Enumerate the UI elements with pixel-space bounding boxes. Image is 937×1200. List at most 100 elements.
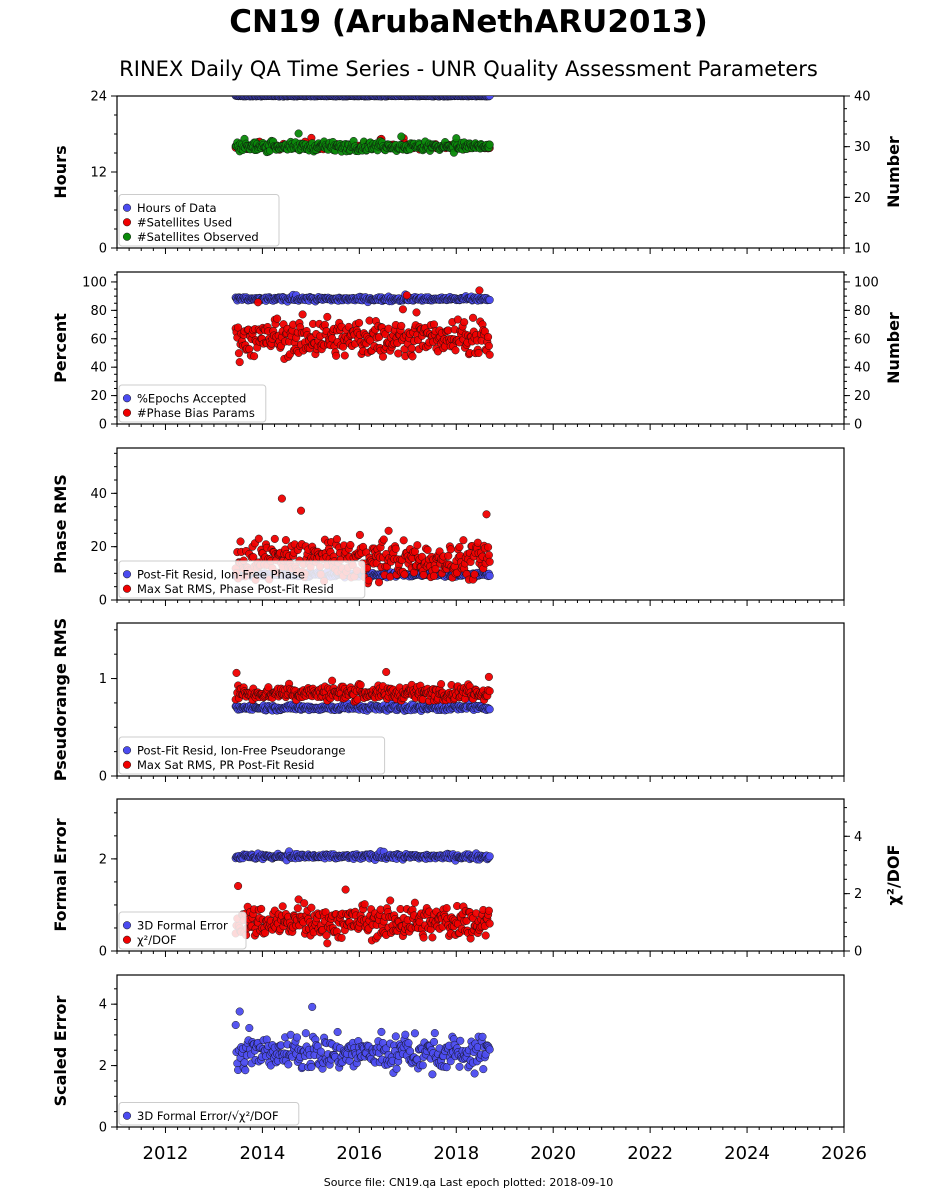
legend-marker	[122, 921, 132, 930]
legend-label: #Satellites Used	[137, 215, 232, 229]
legend-box	[118, 194, 280, 247]
y-axis-label: Scaled Error	[51, 996, 70, 1107]
data-point	[410, 898, 419, 907]
data-point	[340, 351, 349, 360]
data-point	[456, 1036, 465, 1045]
data-point	[294, 129, 303, 138]
data-point	[341, 885, 350, 894]
right-y-tick-label: 0	[854, 945, 862, 960]
data-point	[470, 570, 479, 579]
data-point	[410, 1029, 419, 1038]
data-point	[377, 1027, 386, 1036]
y-tick-label: 20	[90, 389, 107, 404]
data-point	[278, 902, 287, 911]
data-point	[474, 348, 483, 358]
data-point	[418, 1061, 427, 1070]
y-tick-label: 60	[90, 332, 107, 347]
legend-marker	[122, 935, 132, 944]
data-point	[364, 576, 373, 585]
data-point	[392, 1064, 401, 1073]
legend-label: #Satellites Observed	[137, 230, 259, 244]
data-point	[484, 906, 493, 915]
data-point	[430, 1029, 439, 1038]
legend: Hours of Data#Satellites Used#Satellites…	[118, 194, 280, 247]
y-tick-label: 20	[90, 540, 107, 555]
x-tick-label: 2016	[336, 1143, 382, 1164]
data-point	[446, 545, 455, 554]
data-point	[485, 140, 494, 149]
y-axis-label: Formal Error	[51, 818, 70, 931]
data-point	[484, 341, 493, 350]
y-axis-label: Percent	[51, 313, 70, 383]
data-point	[412, 308, 421, 317]
y-tick-label: 0	[99, 418, 107, 433]
data-point	[298, 310, 307, 319]
data-point	[479, 1065, 488, 1074]
data-point	[442, 904, 451, 913]
right-y-tick-label: 100	[854, 275, 879, 290]
source-footer: Source file: CN19.qa Last epoch plotted:…	[323, 1176, 614, 1189]
data-point	[428, 933, 437, 942]
right-y-axis-label: Number	[884, 136, 903, 208]
data-point	[284, 1060, 293, 1069]
data-point	[323, 312, 332, 321]
x-tick-label: 2026	[821, 1143, 867, 1164]
scatter-layer	[231, 96, 494, 157]
right-y-axis-label: Number	[884, 312, 903, 384]
data-point	[485, 1045, 494, 1054]
y-tick-label: 40	[90, 487, 107, 502]
data-point	[308, 1002, 317, 1011]
data-point	[307, 1062, 316, 1072]
data-point	[245, 1023, 254, 1033]
data-point	[257, 904, 266, 913]
x-tick-label: 2012	[143, 1143, 189, 1164]
legend-marker	[122, 760, 132, 769]
y-axis-label: Pseudorange RMS	[51, 618, 70, 781]
legend: 3D Formal Error/√χ²/DOF	[118, 1102, 300, 1126]
legend-box	[118, 1102, 300, 1126]
y-tick-label: 0	[99, 770, 107, 785]
data-point	[231, 1020, 240, 1030]
data-point	[413, 541, 422, 550]
data-point	[394, 349, 403, 358]
data-point	[485, 350, 494, 359]
legend-box	[118, 560, 366, 599]
right-y-tick-label: 0	[854, 418, 862, 433]
y-tick-label: 0	[99, 594, 107, 609]
data-point	[468, 313, 478, 322]
chart-subtitle: RINEX Daily QA Time Series - UNR Quality…	[119, 57, 818, 81]
panel-pseudorange: 0 1 Pseudorange RMS Post-Fit Resid, Ion-Fre…	[51, 618, 845, 785]
data-point	[401, 1030, 410, 1039]
data-point	[429, 1037, 439, 1046]
data-point	[484, 672, 493, 681]
data-point	[241, 1066, 250, 1075]
panel-scaled: 0 2 4 Scaled Error 3D Formal Error/√χ²/DOF	[51, 974, 845, 1136]
data-point	[382, 667, 391, 677]
data-point	[460, 318, 469, 327]
data-point	[437, 680, 446, 689]
y-tick-label: 0	[99, 945, 107, 960]
y-tick-label: 2	[99, 852, 107, 867]
legend-label: 3D Formal Error	[137, 918, 228, 932]
data-point	[408, 352, 417, 361]
data-point	[292, 1033, 302, 1042]
data-point	[296, 506, 306, 515]
data-point	[328, 676, 337, 685]
data-point	[442, 1063, 451, 1072]
data-point	[355, 530, 364, 539]
scatter-layer	[231, 667, 494, 715]
data-point	[485, 852, 494, 861]
data-point	[481, 931, 490, 940]
y-tick-label: 100	[82, 275, 107, 290]
data-point	[355, 318, 364, 327]
data-point	[485, 687, 494, 696]
data-point	[273, 314, 282, 323]
data-point	[333, 1027, 342, 1037]
data-point	[322, 931, 331, 940]
y-tick-label: 40	[90, 361, 107, 376]
data-point	[466, 934, 475, 943]
legend-label: Hours of Data	[137, 201, 217, 215]
x-tick-label: 2020	[530, 1143, 576, 1164]
